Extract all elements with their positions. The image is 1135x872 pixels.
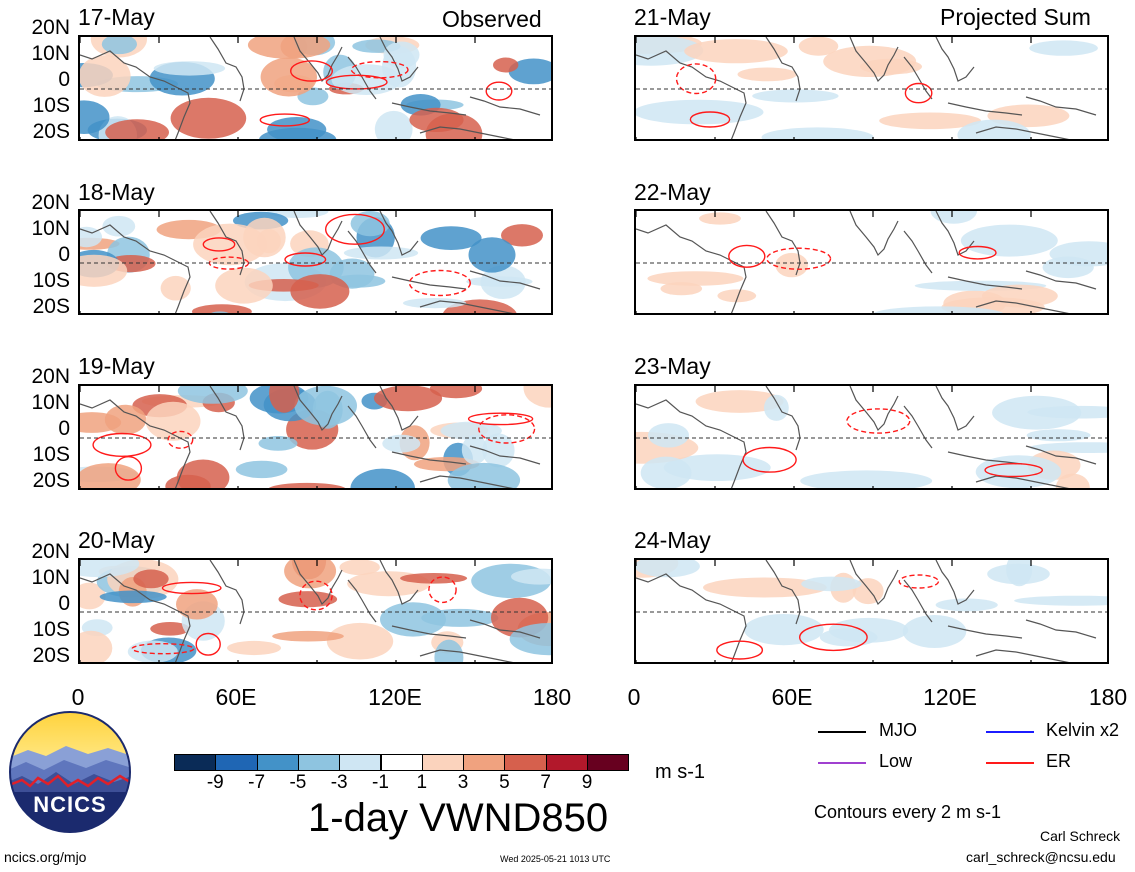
lat-label-row3-2: 0 — [58, 417, 70, 440]
colorbar-swatch — [587, 754, 630, 771]
legend-mjo-label: MJO — [879, 720, 917, 740]
lat-label-row4-2: 0 — [58, 592, 70, 615]
map-projected-1 — [634, 35, 1109, 141]
colorbar-tick-label: -1 — [372, 772, 389, 793]
ncics-logo-text: NCICS — [33, 792, 107, 817]
lat-label-row1-0: 20N — [31, 16, 70, 39]
projected-column-title: Projected Sum — [940, 4, 1091, 30]
contour-note: Contours every 2 m s-1 — [814, 802, 1002, 822]
colorbar-swatch — [256, 754, 299, 771]
colorbar-swatch — [463, 754, 506, 771]
panel-date-observed-3: 19-May — [78, 353, 155, 379]
colorbar-tick-label: 3 — [457, 772, 469, 793]
map-observed-4 — [78, 558, 553, 664]
colorbar-tick-label: -7 — [248, 772, 266, 793]
colorbar-tick-label: -3 — [330, 772, 348, 793]
lat-label-row2-0: 20N — [31, 191, 70, 214]
lat-label-row2-3: 10S — [32, 269, 70, 292]
lon-label-180-right: 180 — [1088, 684, 1128, 710]
colorbar-swatch — [504, 754, 547, 771]
panel-date-observed-2: 18-May — [78, 179, 155, 205]
lon-label-120e-left: 120E — [368, 684, 422, 710]
colorbar-tick-label: 9 — [581, 772, 593, 793]
panel-date-projected-1: 21-May — [634, 4, 711, 30]
colorbar-tick-label: -5 — [289, 772, 307, 793]
colorbar-swatch — [380, 754, 423, 771]
lat-label-row1-2: 0 — [58, 68, 70, 91]
legend-er-line — [986, 762, 1034, 764]
legend-low-line — [818, 762, 866, 764]
map-projected-2 — [634, 209, 1109, 315]
map-observed-3 — [78, 384, 553, 490]
panel-date-projected-4: 24-May — [634, 527, 711, 553]
legend-mjo-line — [818, 731, 866, 733]
footer-author: Carl Schreck — [1040, 828, 1121, 844]
lat-label-row3-3: 10S — [32, 443, 70, 466]
colorbar-swatch — [215, 754, 258, 771]
main-title: 1-day VWND850 — [308, 796, 609, 840]
lat-label-row2-1: 10N — [31, 217, 70, 240]
colorbar-swatch — [297, 754, 341, 771]
colorbar-swatch — [339, 754, 382, 771]
colorbar-tick-label: 7 — [540, 772, 551, 793]
footer-url[interactable]: ncics.org/mjo — [4, 849, 87, 865]
lon-label-60e-left: 60E — [215, 684, 257, 710]
lat-label-row4-3: 10S — [32, 618, 70, 641]
panel-date-observed-4: 20-May — [78, 527, 155, 553]
map-observed-1 — [78, 35, 553, 141]
lat-label-row2-2: 0 — [58, 243, 70, 266]
lat-label-row3-4: 20S — [32, 469, 70, 492]
colorbar-tick-label: -9 — [206, 772, 224, 793]
legend-low-label: Low — [879, 751, 913, 771]
lon-label-0-left: 0 — [71, 684, 85, 710]
colorbar-units: m s-1 — [655, 761, 705, 783]
lat-label-row1-3: 10S — [32, 94, 70, 117]
colorbar-swatch — [545, 754, 588, 771]
lat-label-row1-4: 20S — [32, 120, 70, 143]
colorbar-tick-label: 1 — [416, 772, 428, 793]
footer-timestamp: Wed 2025-05-21 1013 UTC — [500, 854, 611, 864]
lat-label-row2-4: 20S — [32, 295, 70, 318]
panel-date-projected-3: 23-May — [634, 353, 711, 379]
lat-label-row3-0: 20N — [31, 365, 70, 388]
lon-label-120e-right: 120E — [923, 684, 977, 710]
lat-label-row4-4: 20S — [32, 644, 70, 667]
panel-date-observed-1: 17-May — [78, 4, 155, 30]
lon-label-180-left: 180 — [532, 684, 572, 710]
map-projected-3 — [634, 384, 1109, 490]
colorbar-tick-label: 5 — [499, 772, 510, 793]
colorbar-swatch — [421, 754, 465, 771]
panel-date-projected-2: 22-May — [634, 179, 711, 205]
map-observed-2 — [78, 209, 553, 315]
lon-label-0-right: 0 — [627, 684, 641, 710]
lon-label-60e-right: 60E — [771, 684, 813, 710]
lat-label-row3-1: 10N — [31, 391, 70, 414]
legend-kelvin-line — [986, 731, 1034, 733]
observed-column-title: Observed — [442, 6, 542, 32]
colorbar-swatch — [174, 754, 217, 771]
map-projected-4 — [634, 558, 1109, 664]
footer-email: carl_schreck@ncsu.edu — [966, 849, 1116, 865]
lat-label-row4-1: 10N — [31, 566, 70, 589]
ncics-logo[interactable]: NCICS — [8, 710, 132, 834]
lat-label-row4-0: 20N — [31, 540, 70, 563]
legend-er-label: ER — [1046, 751, 1072, 771]
legend-kelvin-label: Kelvin x2 — [1046, 720, 1120, 740]
lat-label-row1-1: 10N — [31, 42, 70, 65]
